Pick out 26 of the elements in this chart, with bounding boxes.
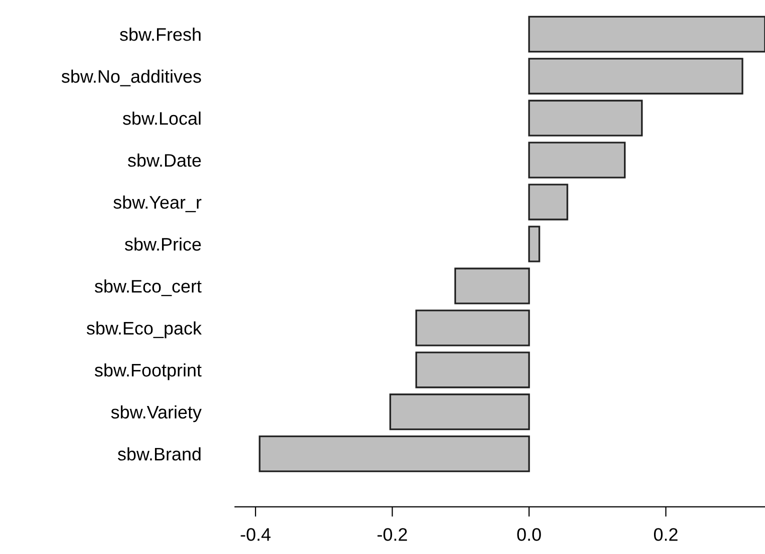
y-tick-label: sbw.Variety bbox=[111, 405, 202, 422]
bar bbox=[258, 436, 530, 472]
bar bbox=[389, 394, 530, 430]
y-tick-label: sbw.No_additives bbox=[62, 70, 202, 86]
bar bbox=[528, 142, 626, 178]
y-tick-label: sbw.Local bbox=[122, 112, 200, 125]
y-tick-label: sbw.Footprint bbox=[94, 363, 202, 380]
y-tick-label: sbw.Brand bbox=[118, 447, 201, 461]
bar bbox=[528, 58, 744, 94]
bar bbox=[454, 268, 530, 304]
x-tick-label: -0.4 bbox=[240, 528, 271, 541]
bar bbox=[528, 226, 540, 262]
x-tick-label: 0.0 bbox=[517, 528, 541, 541]
x-tick-label: 0.2 bbox=[654, 528, 678, 541]
bar bbox=[528, 184, 568, 220]
x-tick-label: -0.2 bbox=[378, 528, 407, 541]
bar bbox=[415, 310, 530, 346]
y-tick-label: sbw.Eco_pack bbox=[86, 321, 202, 338]
bar bbox=[415, 352, 530, 388]
bar bbox=[528, 100, 643, 136]
y-tick-label: sbw.Year_r bbox=[113, 195, 202, 212]
y-tick-label: sbw.Price bbox=[124, 237, 201, 251]
bar bbox=[528, 16, 765, 52]
y-tick-label: sbw.Fresh bbox=[120, 28, 200, 41]
y-tick-label: sbw.Date bbox=[128, 154, 201, 167]
y-tick-label: sbw.Eco_cert bbox=[94, 279, 202, 296]
